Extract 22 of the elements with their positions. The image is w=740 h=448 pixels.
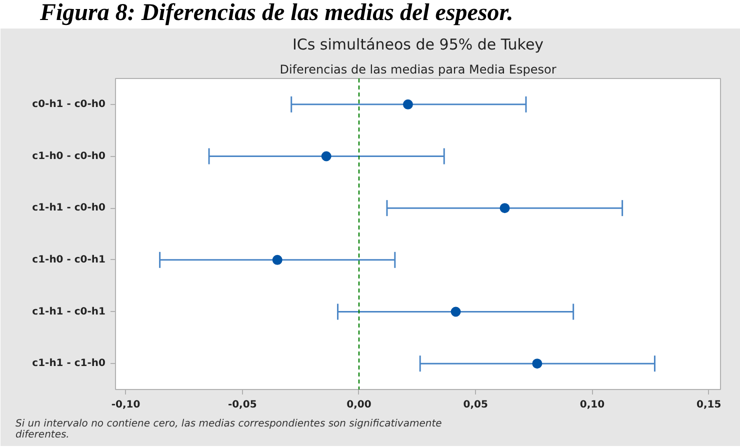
text: Figura 8: Diferencias de las medias del espesor. <box>40 0 514 26</box>
point <box>402 99 413 110</box>
x-tick-label: -0,10 <box>111 400 140 410</box>
point <box>321 151 332 162</box>
chart-subtitle: Diferencias de las medias para Media Espesor <box>280 62 556 76</box>
x-tick-label: 0,05 <box>463 400 488 410</box>
point <box>450 306 461 317</box>
x-tick-label: -0,05 <box>228 400 257 410</box>
y-tick-label: c1-h1 - c0-h1 <box>32 306 106 318</box>
y-tick-label: c1-h1 - c0-h0 <box>32 202 106 214</box>
y-tick-label: c0-h1 - c0-h0 <box>32 98 106 110</box>
y-tick-label: c1-h0 - c0-h0 <box>32 150 106 162</box>
chart-title: ICs simultáneos de 95% de Tukey <box>292 36 544 54</box>
y-tick-label: c1-h0 - c0-h1 <box>32 254 106 266</box>
x-tick-label: 0,10 <box>580 400 605 410</box>
x-tick-label: 0,00 <box>346 400 372 410</box>
text: Si un intervalo no contiene cero, las medias correspondientes son significativamente diferentes. <box>16 418 442 440</box>
y-tick-label: c1-h1 - c1-h0 <box>32 358 106 370</box>
x-tick-label: 0,15 <box>696 400 722 410</box>
point <box>532 358 542 369</box>
point <box>272 254 282 265</box>
point <box>500 203 510 214</box>
